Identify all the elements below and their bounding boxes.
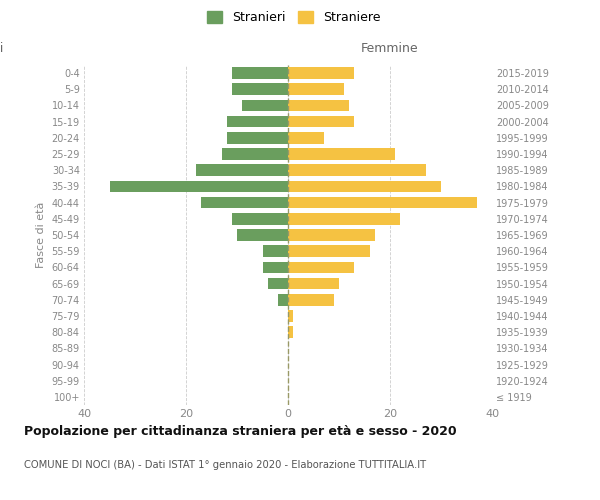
Text: Femmine: Femmine [361,42,419,55]
Bar [288,213,400,224]
Bar [288,246,370,257]
Bar [288,132,324,143]
Bar [232,213,288,224]
Bar [288,84,344,95]
Bar [263,246,288,257]
Bar [278,294,288,306]
Bar [288,294,334,306]
Bar [288,148,395,160]
Bar [202,197,288,208]
Bar [242,100,288,112]
Bar [110,180,288,192]
Legend: Stranieri, Straniere: Stranieri, Straniere [202,6,386,29]
Bar [232,68,288,79]
Bar [288,197,477,208]
Bar [227,116,288,128]
Bar [288,68,355,79]
Text: Popolazione per cittadinanza straniera per età e sesso - 2020: Popolazione per cittadinanza straniera p… [24,425,457,438]
Bar [263,262,288,273]
Bar [288,100,349,112]
Bar [227,132,288,143]
Bar [196,164,288,176]
Bar [268,278,288,289]
Bar [237,229,288,241]
Bar [222,148,288,160]
Bar [288,229,375,241]
Bar [288,164,426,176]
Text: COMUNE DI NOCI (BA) - Dati ISTAT 1° gennaio 2020 - Elaborazione TUTTITALIA.IT: COMUNE DI NOCI (BA) - Dati ISTAT 1° genn… [24,460,426,470]
Bar [288,262,355,273]
Bar [288,180,441,192]
Y-axis label: Fasce di età: Fasce di età [36,202,46,268]
Bar [288,278,339,289]
Bar [288,116,355,128]
Bar [288,326,293,338]
Bar [288,310,293,322]
Text: Maschi: Maschi [0,42,4,55]
Bar [232,84,288,95]
